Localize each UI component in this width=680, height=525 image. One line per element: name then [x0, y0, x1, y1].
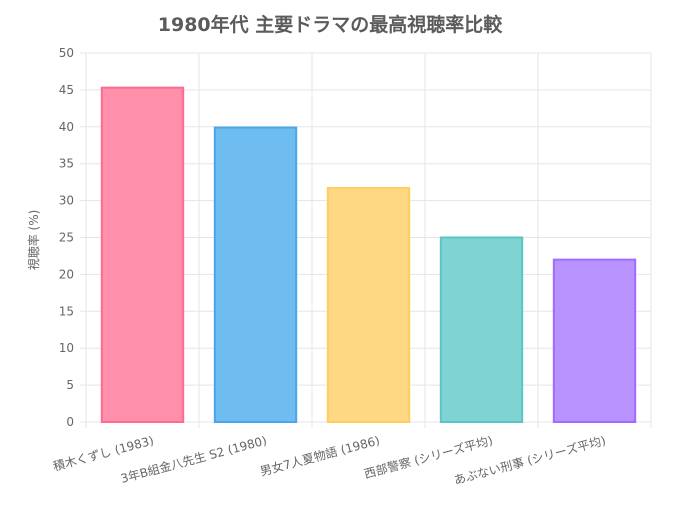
chart-title: 1980年代 主要ドラマの最高視聴率比較: [158, 13, 503, 36]
y-tick-label: 10: [59, 341, 74, 355]
bars-group: [100, 86, 637, 424]
y-tick-label: 20: [59, 267, 74, 281]
y-tick-label: 40: [59, 120, 74, 134]
bar-3[interactable]: [326, 187, 411, 423]
x-tick-labels: 積木くずし (1983)3年B組金八先生 S2 (1980)男女7人夏物語 (1…: [51, 432, 607, 487]
bar-2[interactable]: [213, 126, 298, 424]
y-axis-label: 視聴率 (%): [26, 210, 41, 271]
bar-5[interactable]: [552, 258, 637, 424]
bar-4[interactable]: [439, 236, 524, 423]
y-tick-label: 45: [59, 83, 74, 97]
y-tick-label: 50: [59, 46, 74, 60]
y-tick-label: 25: [59, 231, 74, 245]
y-tick-labels: 0 5 10 15 20 25 30 35 40 45 50: [59, 46, 74, 429]
y-tick-label: 35: [59, 157, 74, 171]
y-tick-label: 15: [59, 304, 74, 318]
y-tick-label: 0: [66, 415, 74, 429]
bar-1[interactable]: [100, 86, 185, 423]
y-tick-label: 5: [66, 378, 74, 392]
y-tick-label: 30: [59, 194, 74, 208]
